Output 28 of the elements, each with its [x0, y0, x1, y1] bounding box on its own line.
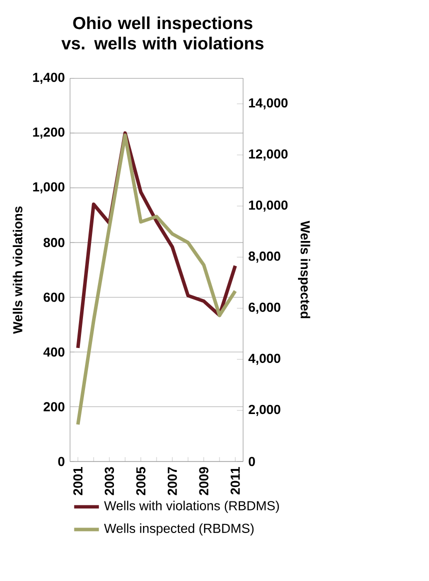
- y-tick-label: 400: [44, 347, 65, 357]
- x-tick-label: 2009: [199, 467, 209, 496]
- x-tick-label: 2001: [74, 466, 83, 496]
- legend-label: Wells inspected (RBDMS): [104, 523, 254, 536]
- y-tick-label: 600: [44, 292, 65, 302]
- x-tick-label: 2011: [230, 466, 240, 494]
- y2-tick-label: 10,000: [249, 200, 288, 212]
- y2-tick-label: 12,000: [249, 149, 288, 160]
- y2-tick-label: 2,000: [248, 404, 281, 416]
- y2-tick-label: 4,000: [248, 354, 281, 365]
- y2-tick-label: 0: [248, 456, 256, 466]
- line-series: [76, 134, 238, 426]
- chart-title: Ohio well inspections vs. wells with violations: [62, 16, 264, 50]
- legend-label: Wells with violations (RBDMS): [104, 500, 280, 513]
- x-tick-label: 2007: [168, 467, 178, 496]
- y-tick-label: 1,400: [33, 72, 65, 84]
- y2-tick-label: 8,000: [248, 252, 281, 263]
- y-tick-label: 800: [44, 238, 65, 248]
- y-axis-title: Wells with violations: [13, 206, 23, 334]
- y-tick-label: 200: [44, 402, 65, 412]
- y-tick-label: 1,000: [33, 182, 65, 194]
- y-tick-label: 0: [58, 456, 65, 466]
- y-tick-label: 1,200: [33, 127, 65, 139]
- y2-tick-label: 14,000: [249, 98, 288, 110]
- x-tick-label: 2005: [136, 466, 146, 496]
- y2-axis-title: Wells inspected: [298, 220, 310, 318]
- x-tick-label: 2003: [104, 467, 114, 496]
- y2-tick-label: 6,000: [248, 302, 281, 314]
